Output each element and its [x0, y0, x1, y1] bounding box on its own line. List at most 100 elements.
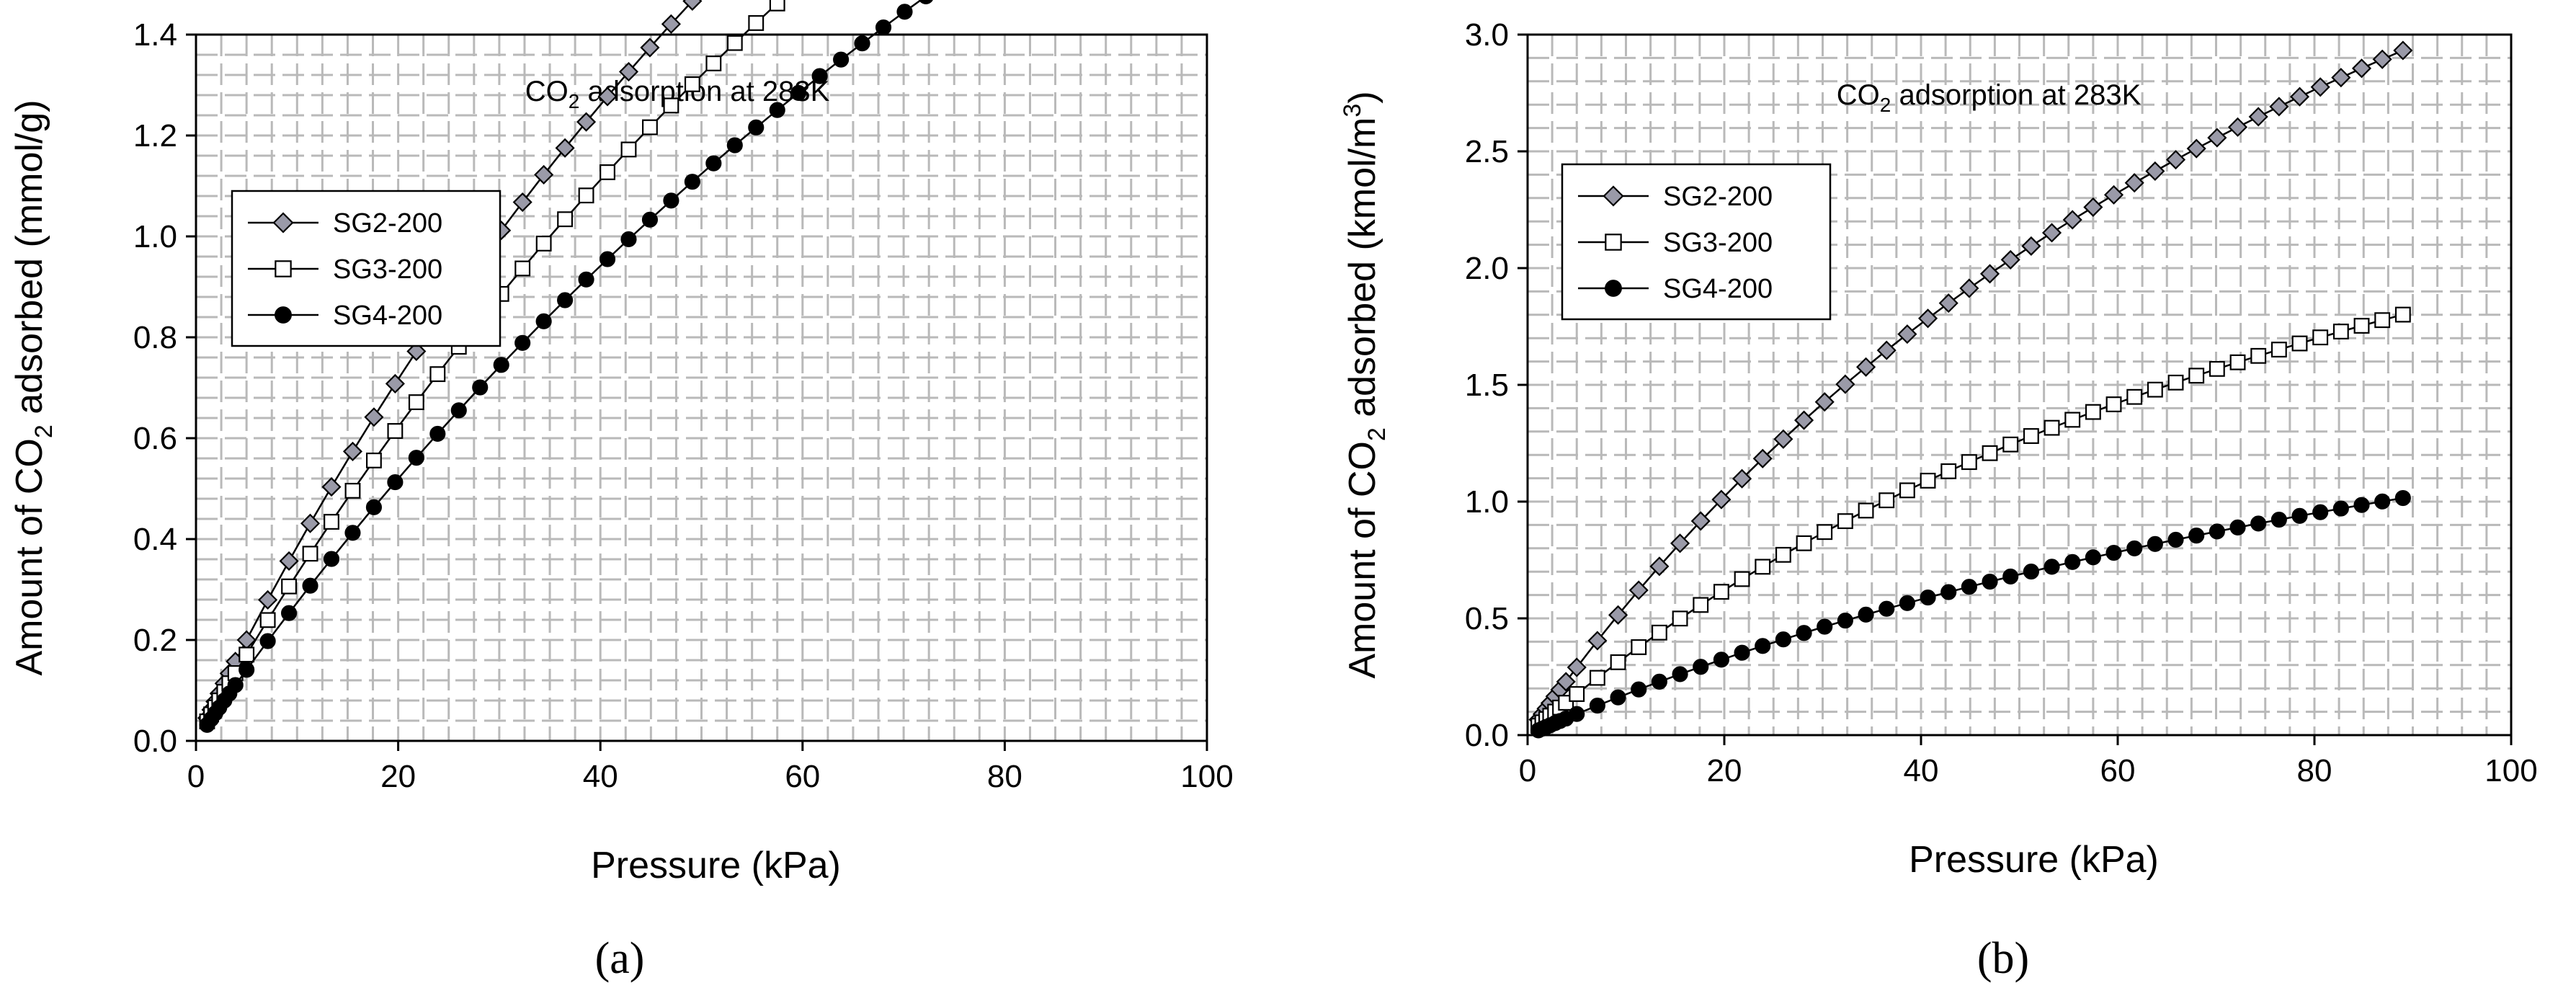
y-axis-title: Amount of CO2 adsorbed (mmol/g) [9, 99, 58, 675]
data-point [2291, 507, 2308, 524]
data-point [387, 474, 404, 491]
data-point [2002, 568, 2019, 585]
data-point [2041, 223, 2062, 243]
grid-lines [1528, 35, 2511, 735]
data-point [555, 138, 575, 158]
y-tick-label: 0.8 [133, 320, 177, 355]
data-point [281, 578, 298, 595]
data-point [514, 260, 531, 277]
data-point [2165, 150, 2186, 170]
data-point [429, 366, 446, 383]
data-point [1837, 513, 1853, 530]
data-point [535, 236, 552, 252]
data-point [769, 0, 785, 12]
data-point [227, 677, 244, 693]
legend-marker [272, 212, 294, 234]
data-point [364, 407, 384, 427]
data-point [769, 102, 785, 118]
data-point [1858, 502, 1874, 519]
data-point [2023, 564, 2039, 580]
grid-lines [196, 35, 1207, 741]
data-point [1858, 606, 1874, 623]
x-tick-label: 80 [2297, 753, 2332, 788]
y-tick-label: 1.0 [1465, 484, 1509, 520]
data-point [1837, 612, 1853, 629]
data-point [1651, 624, 1667, 641]
data-point [2145, 161, 2165, 182]
data-point [300, 513, 321, 533]
data-point [534, 164, 554, 185]
data-point [2227, 117, 2248, 137]
data-point [1959, 278, 1979, 298]
series-sg4-200 [1530, 489, 2411, 739]
data-point [385, 373, 405, 393]
data-point [919, 0, 933, 5]
data-point [1755, 559, 1771, 575]
data-point [258, 590, 278, 610]
data-point [2229, 354, 2246, 370]
data-point [2269, 97, 2289, 117]
data-point [854, 35, 870, 52]
data-point [620, 231, 637, 248]
legend-marker [1603, 185, 1624, 207]
data-point [1876, 340, 1897, 360]
data-point [1755, 638, 1771, 654]
data-point [1713, 584, 1729, 600]
data-point [1734, 644, 1750, 661]
data-point [2310, 77, 2330, 97]
data-point [2248, 107, 2268, 127]
data-point [1940, 584, 1957, 600]
data-point [2002, 436, 2019, 453]
data-point [2332, 500, 2349, 517]
data-point [2105, 396, 2122, 412]
data-point [2188, 528, 2205, 544]
data-point [1878, 600, 1895, 617]
x-tick-label: 60 [785, 759, 820, 794]
data-point [2291, 335, 2308, 352]
y-tick-label: 1.2 [133, 118, 177, 154]
data-point [875, 19, 892, 36]
data-point [1917, 308, 1938, 329]
data-point [2331, 68, 2351, 88]
data-point [661, 14, 681, 34]
x-axis-title: Pressure (kPa) [1909, 839, 2159, 881]
data-point [1672, 666, 1688, 682]
data-point [2044, 559, 2060, 575]
data-point [514, 334, 531, 351]
data-point [2312, 504, 2329, 520]
data-point [2209, 523, 2225, 540]
data-point [2394, 489, 2411, 507]
legend-label: SG3-200 [333, 254, 442, 285]
data-point [748, 15, 765, 31]
data-point [1711, 489, 1732, 510]
data-point [705, 55, 722, 71]
data-point [342, 441, 363, 461]
data-point [1589, 670, 1605, 686]
data-point [642, 119, 658, 135]
data-point [2209, 360, 2225, 377]
legend-marker [1605, 280, 1622, 297]
data-point [1982, 445, 1998, 461]
data-point [323, 551, 340, 567]
data-point [2394, 306, 2411, 323]
data-point [1961, 579, 1977, 595]
data-point [2147, 381, 2163, 398]
data-point [726, 137, 743, 154]
y-tick-label: 1.4 [133, 17, 177, 53]
data-point [2353, 318, 2370, 334]
data-point [2083, 197, 2103, 218]
data-point [302, 546, 318, 562]
data-point [833, 51, 850, 68]
data-point [1569, 706, 1585, 722]
data-point [2374, 312, 2391, 329]
data-point [1589, 697, 1605, 714]
data-point [2105, 544, 2122, 561]
data-point [344, 525, 361, 541]
data-point [1670, 533, 1690, 553]
data-point [1628, 580, 1649, 600]
y-tick-label: 1.5 [1465, 368, 1509, 403]
x-tick-label: 80 [987, 759, 1022, 794]
data-point [1817, 524, 1833, 541]
y-tick-label: 0.6 [133, 421, 177, 456]
data-point [600, 164, 615, 180]
